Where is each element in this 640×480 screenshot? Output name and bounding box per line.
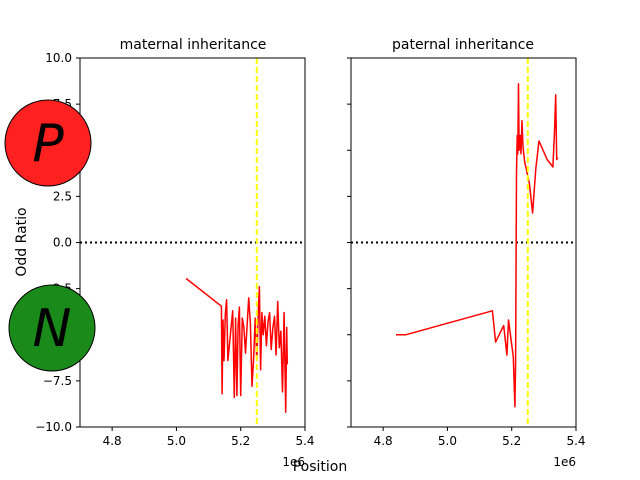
maternal-y-tick-label: 0.0	[53, 236, 72, 250]
maternal-plot-frame	[79, 57, 306, 428]
paternal-x-tick-label: 5.2	[502, 434, 521, 448]
paternal-x-tick-label: 5.0	[438, 434, 457, 448]
y-axis-label: Odd Ratio	[14, 207, 30, 276]
maternal-x-tick-label: 5.4	[295, 434, 314, 448]
paternal-x-tick-label: 5.4	[566, 434, 585, 448]
maternal-x-tick-label: 5.0	[167, 434, 186, 448]
maternal-y-tick-label: 10.0	[45, 51, 72, 65]
paternal-x-tick-label: 4.8	[374, 434, 393, 448]
maternal-odds-ratio-series	[185, 277, 289, 413]
maternal-x-tick-label: 4.8	[103, 434, 122, 448]
maternal-x-tick-label: 5.2	[231, 434, 250, 448]
paternal-plot-frame	[350, 57, 577, 428]
paternal-x-offset-label: 1e6	[553, 455, 576, 469]
maternal-y-tick-label: −10.0	[35, 420, 72, 434]
p-badge: P	[4, 99, 92, 187]
paternal-panel: paternal inheritance 4.8 5.0 5.2 5.4	[347, 37, 586, 448]
n-badge-circle	[8, 284, 96, 372]
maternal-panel-title: maternal inheritance	[120, 37, 267, 53]
n-badge-letter: N	[33, 299, 72, 359]
maternal-y-tick-label: 2.5	[53, 189, 72, 203]
x-axis-label: Position	[293, 459, 348, 475]
p-badge-circle	[4, 99, 92, 187]
paternal-odds-ratio-series	[396, 83, 559, 408]
paternal-panel-title: paternal inheritance	[392, 37, 534, 53]
maternal-x-offset-label: 1e6	[282, 455, 305, 469]
n-badge: N	[8, 284, 96, 372]
maternal-y-tick-label: −7.5	[43, 374, 72, 388]
p-badge-letter: P	[32, 114, 64, 174]
